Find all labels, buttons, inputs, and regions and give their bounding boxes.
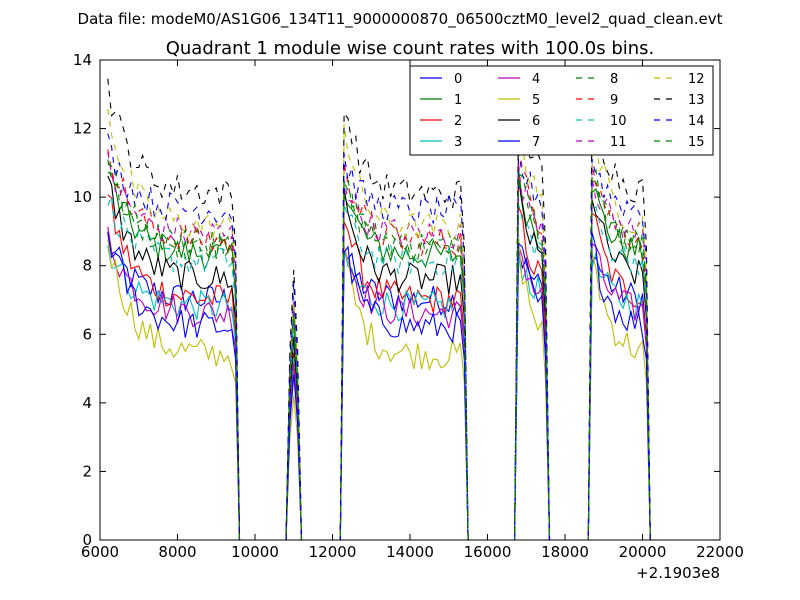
legend-label-13: 13: [688, 93, 705, 108]
y-tick-label: 0: [82, 531, 92, 549]
x-tick-label: 12000: [309, 543, 357, 561]
series-line-3: [107, 245, 651, 541]
series-line-8: [107, 159, 651, 541]
axis-ticks: 6000 8000 10000 12000 14000 16000 18000 20000 22…: [73, 51, 744, 561]
legend-label-1: 1: [454, 93, 462, 108]
legend-label-10: 10: [610, 114, 627, 129]
x-tick-label: 10000: [231, 543, 279, 561]
y-tick-label: 6: [82, 325, 92, 343]
series-line-1: [107, 168, 651, 541]
y-tick-label: 14: [73, 51, 92, 69]
legend-label-7: 7: [532, 135, 540, 150]
legend-label-6: 6: [532, 114, 540, 129]
series-line-11: [107, 152, 651, 541]
x-tick-label: 8000: [158, 543, 196, 561]
legend-label-0: 0: [454, 72, 462, 87]
chart-title: Quadrant 1 module wise count rates with …: [166, 38, 655, 59]
x-tick-label: 16000: [464, 543, 512, 561]
legend-label-12: 12: [688, 72, 705, 87]
y-tick-label: 10: [73, 188, 92, 206]
legend-label-2: 2: [454, 114, 462, 129]
series-line-4: [107, 226, 651, 541]
y-tick-label: 2: [82, 462, 92, 480]
x-tick-label: 20000: [619, 543, 667, 561]
y-tick-label: 12: [73, 120, 92, 138]
series-line-14: [107, 133, 651, 541]
series-line-7: [107, 231, 651, 541]
chart-suptitle: Data file: modeM0/AS1G06_134T11_90000008…: [78, 10, 723, 29]
x-tick-label: 6000: [81, 543, 119, 561]
x-offset-label: +2.1903e8: [636, 564, 720, 582]
legend-label-15: 15: [688, 135, 705, 150]
legend-label-9: 9: [610, 93, 618, 108]
y-tick-label: 8: [82, 257, 92, 275]
x-tick-label: 22000: [696, 543, 744, 561]
y-tick-label: 4: [82, 394, 92, 412]
legend-box: [409, 65, 714, 156]
series-line-9: [107, 146, 651, 541]
legend-label-8: 8: [610, 72, 618, 87]
legend-label-3: 3: [454, 135, 462, 150]
x-tick-label: 18000: [541, 543, 589, 561]
series-line-2: [107, 194, 651, 541]
legend-label-14: 14: [688, 114, 705, 129]
legend-label-5: 5: [532, 93, 540, 108]
legend-label-11: 11: [610, 135, 627, 150]
x-tick-label: 14000: [386, 543, 434, 561]
legend-label-4: 4: [532, 72, 540, 87]
series-line-12: [107, 108, 651, 541]
